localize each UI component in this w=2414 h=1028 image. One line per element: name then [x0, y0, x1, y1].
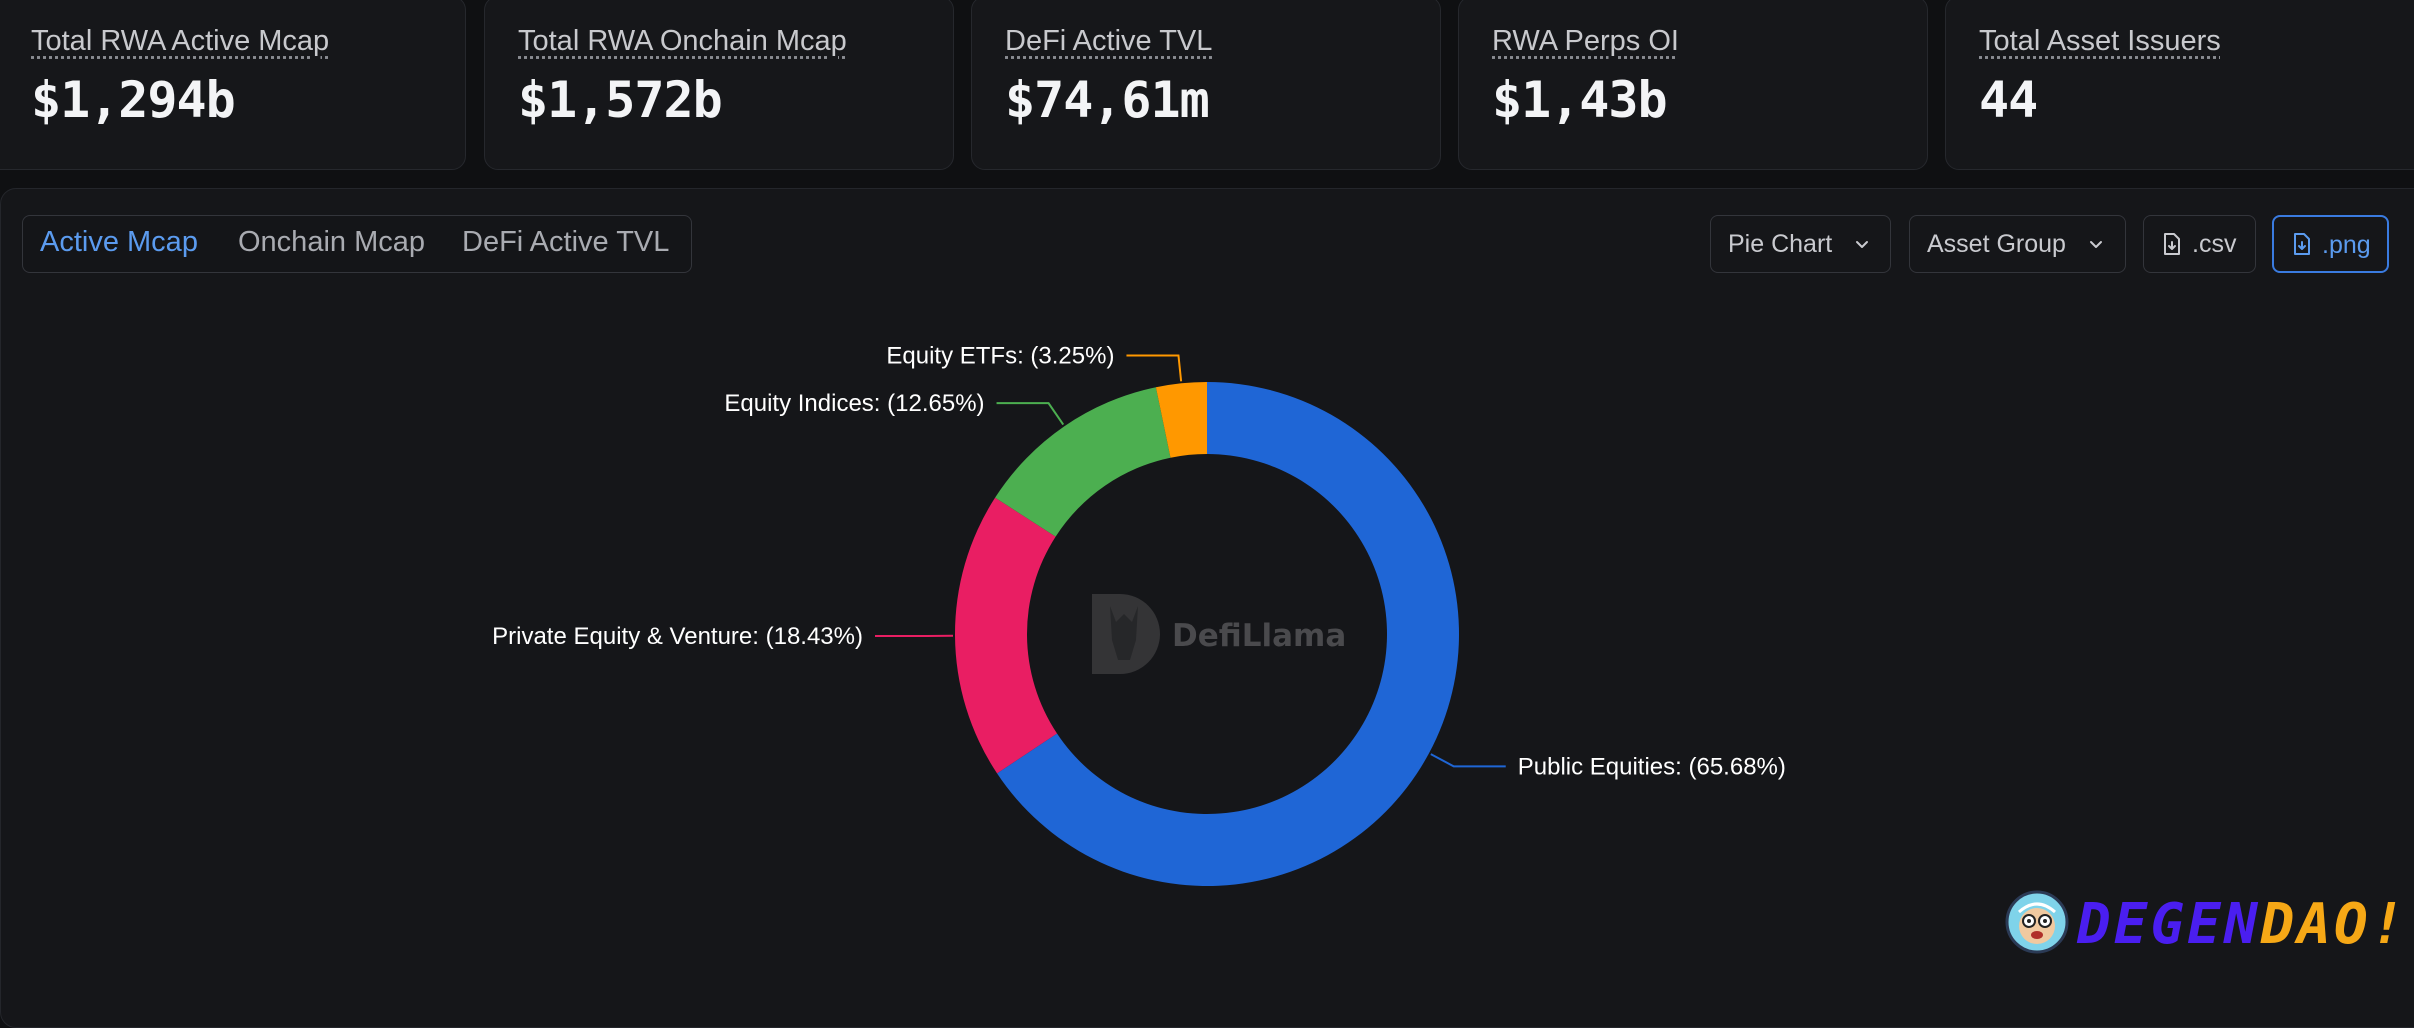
- pie-slice-private-equity-venture[interactable]: [955, 498, 1057, 774]
- brand-part1: DEGEN: [2077, 892, 2261, 957]
- slice-label: Public Equities: (65.68%): [1518, 753, 1786, 780]
- brand-part2: DAO!: [2261, 892, 2408, 957]
- leader-line: [997, 403, 1064, 424]
- leader-line: [1126, 355, 1181, 381]
- brand-text: DEGENDAO!: [2077, 892, 2407, 957]
- watermark-text: DefiLlama: [1172, 618, 1346, 654]
- slice-label: Private Equity & Venture: (18.43%): [492, 623, 863, 650]
- leader-line: [1431, 754, 1506, 766]
- defillama-logo-icon: [1092, 594, 1160, 674]
- mascot-icon: [2005, 890, 2069, 954]
- pie-slice-equity-indices[interactable]: [995, 387, 1170, 536]
- slice-label: Equity ETFs: (3.25%): [886, 342, 1114, 369]
- slice-label: Equity Indices: (12.65%): [724, 390, 984, 417]
